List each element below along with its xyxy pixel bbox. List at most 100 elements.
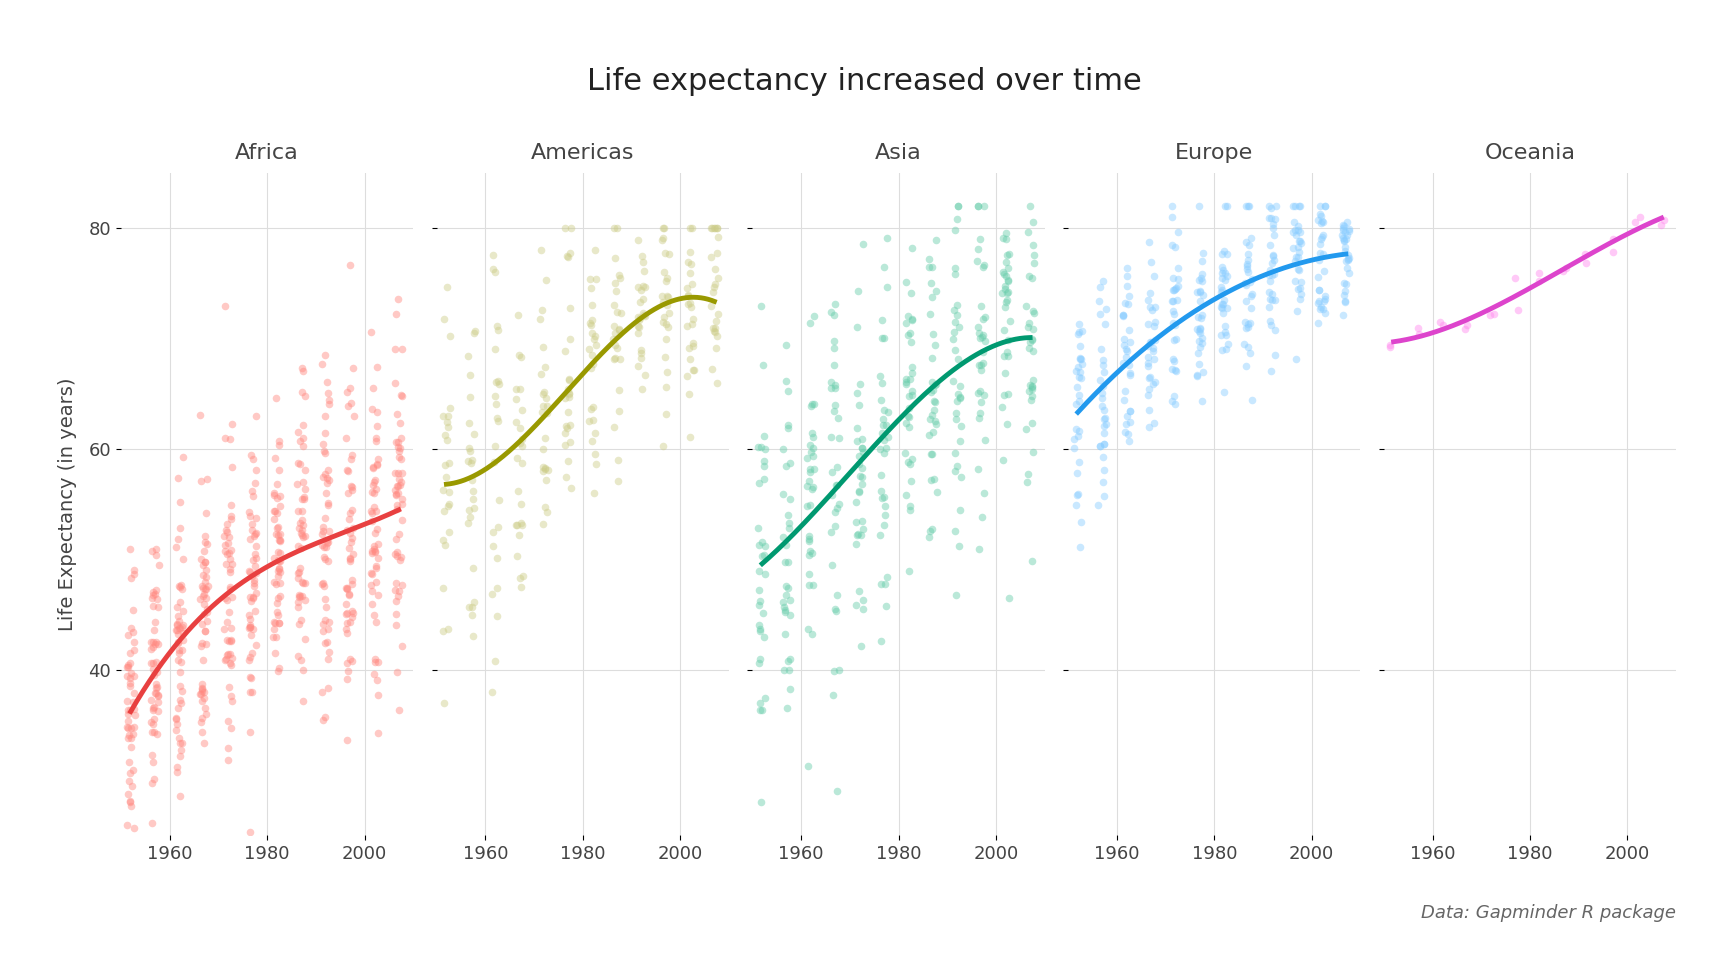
Point	[187, 552, 214, 567]
Point	[651, 245, 679, 260]
Point	[1063, 379, 1090, 395]
Point	[897, 502, 924, 517]
Point	[218, 693, 245, 708]
Point	[1429, 317, 1457, 332]
Point	[1089, 378, 1116, 394]
Point	[187, 591, 214, 607]
Point	[869, 490, 897, 505]
Point	[746, 440, 774, 455]
Point	[1109, 307, 1137, 323]
Point	[1332, 231, 1360, 247]
Point	[1020, 444, 1047, 459]
Point	[1230, 336, 1258, 351]
Point	[1213, 300, 1241, 316]
Point	[1284, 240, 1312, 255]
Point	[361, 614, 389, 630]
Point	[745, 617, 772, 633]
Point	[899, 383, 926, 398]
Point	[484, 580, 511, 595]
Point	[458, 455, 486, 470]
Point	[797, 543, 824, 559]
Point	[919, 383, 947, 398]
Point	[1332, 276, 1360, 292]
Point	[339, 361, 366, 376]
Point	[676, 265, 703, 280]
Point	[772, 626, 800, 641]
Point	[793, 478, 821, 493]
Point	[1137, 254, 1165, 270]
Point	[337, 550, 365, 565]
Point	[1305, 282, 1332, 298]
Point	[650, 221, 677, 236]
Point	[1134, 355, 1161, 371]
Point	[480, 654, 508, 669]
Point	[480, 454, 508, 469]
Point	[387, 552, 415, 567]
Point	[679, 311, 707, 326]
Point	[237, 670, 264, 685]
Point	[1135, 371, 1163, 386]
Point	[1553, 260, 1581, 276]
Point	[382, 375, 410, 391]
Point	[118, 620, 145, 636]
Point	[575, 272, 603, 287]
Point	[1014, 224, 1042, 239]
Point	[1158, 394, 1185, 409]
Point	[945, 387, 973, 402]
Point	[1159, 332, 1187, 348]
Point	[1232, 358, 1260, 373]
Point	[918, 408, 945, 423]
Point	[918, 290, 945, 305]
Point	[382, 487, 410, 502]
Point	[503, 450, 530, 466]
Point	[1286, 245, 1313, 260]
Point	[238, 489, 266, 504]
Point	[940, 314, 968, 329]
Point	[1310, 246, 1337, 261]
Point	[843, 386, 871, 401]
Point	[1189, 287, 1217, 302]
Point	[871, 259, 899, 275]
Point	[798, 440, 826, 455]
Point	[164, 701, 192, 716]
Point	[1310, 293, 1337, 308]
Point	[1598, 231, 1626, 247]
Point	[363, 456, 391, 471]
Point	[263, 491, 290, 506]
Point	[237, 669, 264, 684]
Point	[430, 482, 458, 497]
Point	[1329, 220, 1356, 235]
Point	[237, 650, 264, 665]
Point	[1571, 246, 1598, 261]
Point	[947, 433, 975, 448]
Point	[213, 557, 240, 572]
Point	[240, 546, 268, 562]
Point	[361, 667, 389, 683]
Point	[945, 539, 973, 554]
Point	[290, 418, 318, 433]
Point	[266, 588, 294, 603]
Point	[1287, 280, 1315, 296]
Point	[216, 579, 244, 594]
Point	[918, 521, 945, 537]
Point	[138, 543, 166, 559]
Point	[943, 199, 971, 214]
Point	[361, 543, 389, 559]
Point	[1213, 342, 1241, 357]
Point	[772, 578, 800, 593]
Point	[919, 471, 947, 487]
Point	[242, 586, 270, 601]
Point	[138, 815, 166, 830]
Point	[603, 284, 631, 300]
Point	[869, 491, 897, 506]
Point	[1113, 260, 1140, 276]
Point	[1260, 216, 1287, 231]
Point	[1237, 272, 1265, 287]
Point	[1208, 283, 1236, 299]
Point	[969, 327, 997, 343]
Point	[1375, 338, 1403, 353]
Point	[772, 538, 800, 553]
Point	[359, 380, 387, 396]
Point	[287, 540, 314, 556]
Point	[119, 720, 147, 735]
